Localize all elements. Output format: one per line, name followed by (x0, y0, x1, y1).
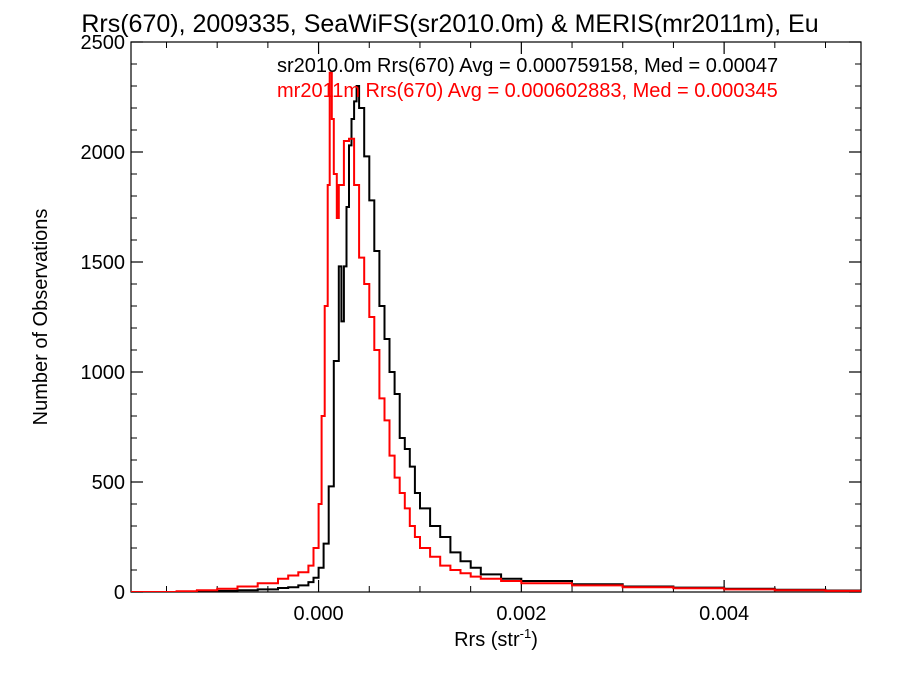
legend-mr2011: mr2011m Rrs(670) Avg = 0.000602883, Med … (277, 80, 778, 102)
legend-sr2010: sr2010.0m Rrs(670) Avg = 0.000759158, Me… (277, 55, 778, 77)
y-tick-label: 1500 (81, 252, 126, 274)
y-tick-label: 2500 (81, 32, 126, 54)
series-line-sr2010 (131, 85, 861, 592)
y-axis-label: Number of Observations (30, 209, 52, 426)
y-axis-ticks: 0 500 1000 1500 2000 2500 (81, 32, 861, 604)
y-tick-label: 2000 (81, 142, 126, 164)
x-tick-label: 0.004 (699, 603, 749, 625)
plot-area-border (130, 41, 862, 593)
chart-title: Rrs(670), 2009335, SeaWiFS(sr2010.0m) & … (81, 10, 818, 38)
y-tick-label: 0 (114, 582, 125, 604)
y-tick-label: 500 (92, 472, 125, 494)
y-tick-label: 1000 (81, 362, 126, 384)
x-axis-ticks: 0.000 0.002 0.004 (165, 42, 827, 625)
series-line-mr2011 (131, 71, 861, 592)
x-tick-label: 0.000 (294, 603, 344, 625)
plot-frame (130, 41, 862, 593)
x-axis-label-main: Rrs (str (454, 629, 520, 651)
x-tick-label: 0.002 (496, 603, 546, 625)
x-axis-label-close: ) (531, 629, 538, 651)
x-axis-label-superscript: -1 (520, 626, 532, 641)
x-axis-label: Rrs (str-1) (454, 626, 538, 651)
series-group (131, 71, 861, 592)
